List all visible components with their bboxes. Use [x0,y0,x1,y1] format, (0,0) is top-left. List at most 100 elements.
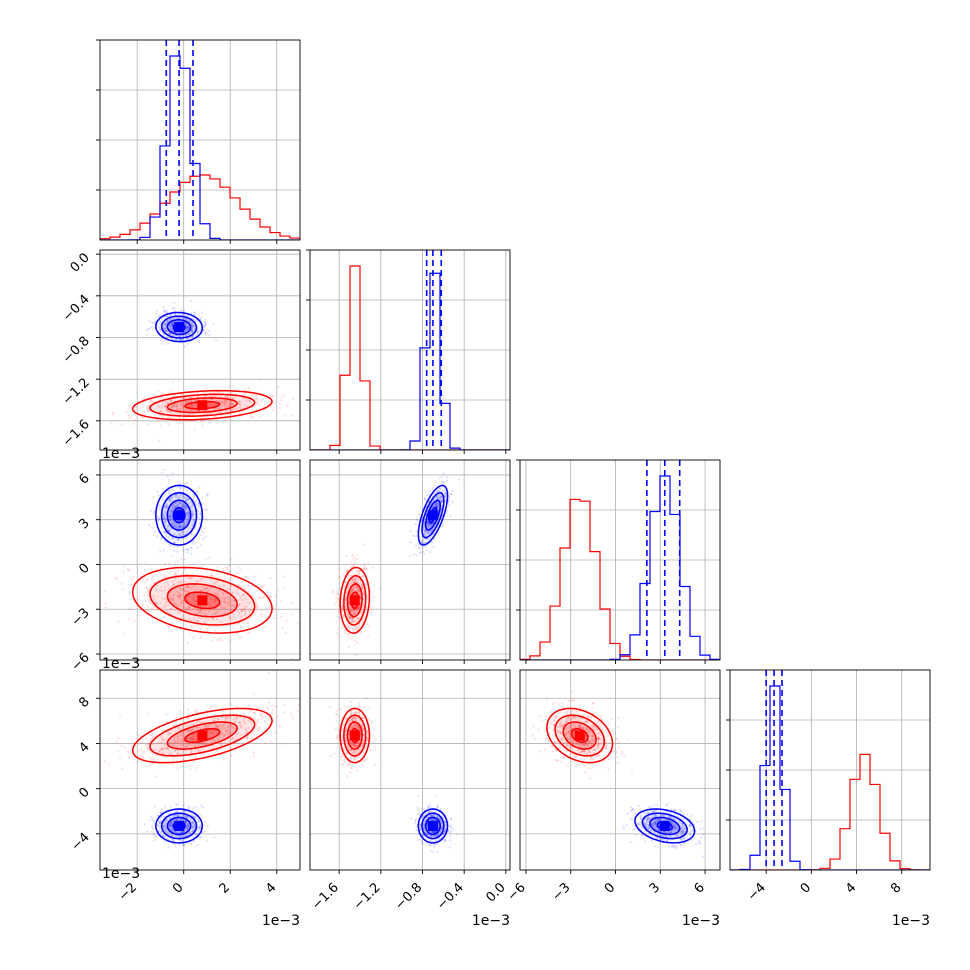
scatter-point [262,596,265,599]
scatter-point [208,601,211,604]
scatter-point [166,747,169,750]
scatter-point [171,321,175,324]
scatter-point [200,804,203,807]
scatter-point [205,387,208,390]
scatter-point [199,635,203,639]
scatter-point [206,402,210,405]
scatter-point [147,407,150,410]
scatter-point [162,306,165,309]
scatter-point [169,563,172,566]
scatter-point [424,530,428,533]
scatter-point [255,397,259,401]
scatter-point [165,330,168,333]
scatter-point [177,525,181,528]
scatter-point [188,807,191,810]
scatter-point [412,534,415,537]
scatter-point [226,405,229,409]
scatter-point [174,834,177,837]
scatter-point [231,736,234,740]
scatter-point [351,627,355,630]
scatter-point [211,732,214,735]
scatter-point [363,567,366,570]
scatter-point [182,396,185,399]
scatter-point [160,739,163,742]
scatter-point [216,572,220,575]
scatter-point [199,823,202,827]
scatter-point [209,420,212,423]
scatter-point [189,831,192,834]
scatter-point [156,490,159,493]
scatter-point [227,602,230,605]
scatter-point [283,414,286,417]
scatter-point [166,320,169,323]
scatter-point [192,597,195,600]
scatter-point [177,596,180,599]
scatter-point [178,525,181,528]
scatter-point [248,602,251,605]
scatter-point [175,338,178,341]
scatter-point [440,525,443,528]
scatter-point [213,836,216,839]
scatter-point [118,715,122,719]
scatter-point [237,400,241,403]
scatter-point [245,737,248,740]
scatter-point [168,733,172,736]
scatter-point [185,319,188,322]
scatter-point [182,526,185,529]
scatter-point [352,580,355,584]
scatter-point [444,495,447,498]
scatter-point [354,581,357,584]
scatter-point [347,624,350,627]
scatter-point [350,609,353,612]
scatter-point [172,333,175,337]
scatter-point [341,626,344,629]
scatter-point [200,609,203,612]
scatter-point [223,601,227,604]
scatter-point [184,589,187,593]
scatter-point [148,524,151,527]
scatter-point [165,504,168,507]
scatter-point [199,824,202,827]
scatter-point [164,405,167,408]
scatter-point [230,754,233,757]
scatter-point [241,397,245,400]
scatter-point [184,401,187,404]
scatter-point [180,557,183,561]
scatter-point [336,600,339,603]
scatter-point [187,412,190,416]
scatter-point [248,608,251,612]
scatter-point [145,743,148,746]
scatter-point [179,819,182,822]
scatter-point [170,505,173,508]
scatter-point [191,503,194,506]
scatter-point [213,581,217,585]
scatter-point [344,631,347,634]
scatter-point [160,747,163,750]
scatter-point [356,607,360,610]
scatter-point [191,512,194,515]
scatter-point [249,715,252,718]
scatter-point [362,604,365,607]
scatter-point [162,516,165,520]
scatter-point [363,616,366,619]
scatter-point [186,518,189,521]
scatter-point [185,815,188,818]
scatter-point [216,704,219,707]
scatter-point [251,416,254,419]
scatter-point [185,597,188,600]
scatter-point [180,402,183,405]
scatter-point [431,523,434,526]
scatter-point [175,742,178,745]
scatter-point [170,323,173,327]
scatter-point [210,731,213,734]
scatter-point [165,335,169,339]
scatter-point [424,541,428,544]
scatter-point [189,400,192,403]
scatter-point [192,325,195,328]
scatter-point [296,710,299,713]
scatter-point [184,401,188,405]
scatter-point [172,506,175,509]
scatter-point [170,509,173,512]
scatter-point [163,530,166,533]
scatter-point [351,620,354,623]
